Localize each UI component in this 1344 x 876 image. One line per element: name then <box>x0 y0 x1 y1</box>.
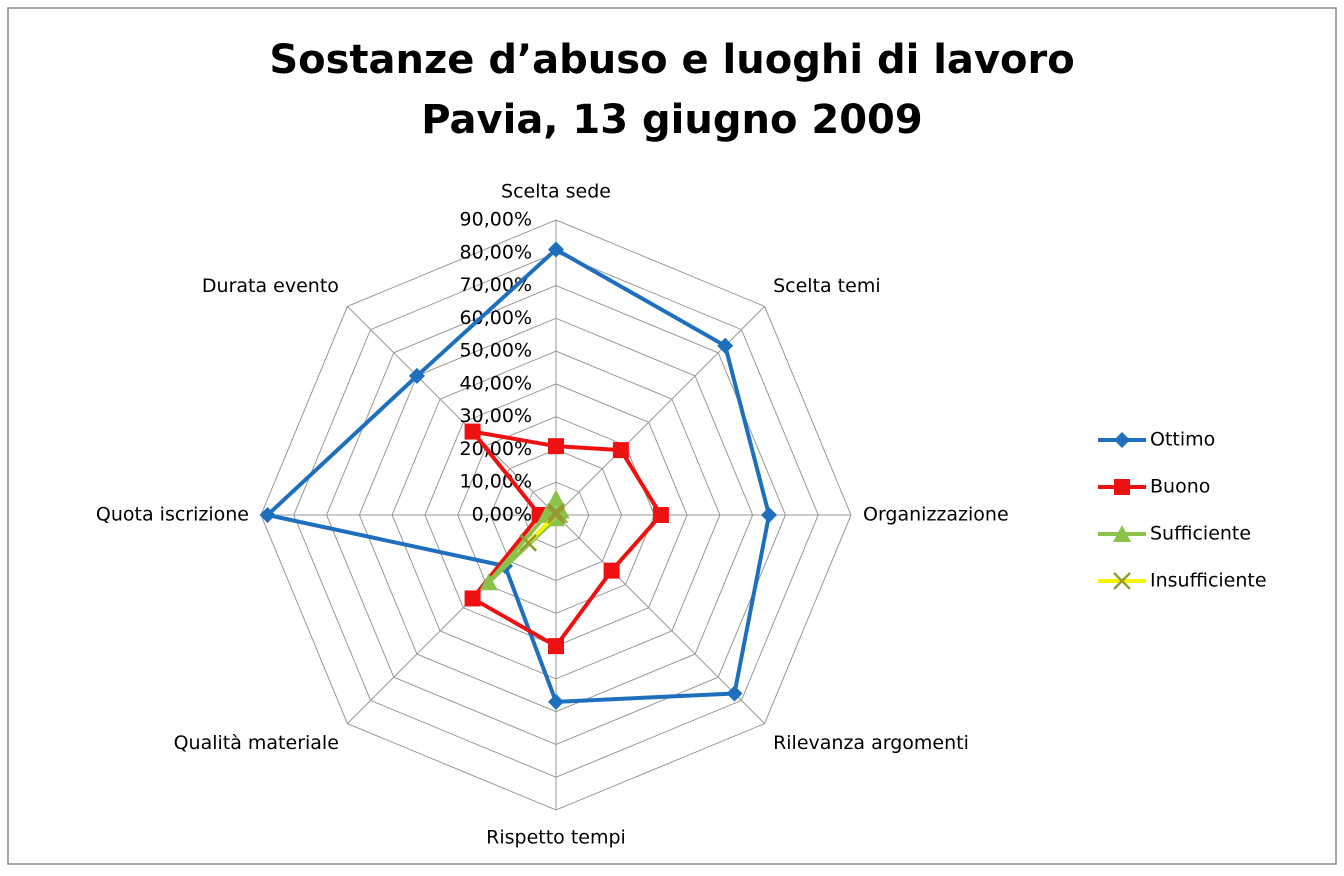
marker <box>479 573 498 591</box>
marker <box>548 638 564 655</box>
legend-label: Buono <box>1150 476 1210 498</box>
tick-label: 10,00% <box>460 471 532 493</box>
marker <box>547 502 565 521</box>
category-label: Rilevanza argomenti <box>773 732 969 754</box>
category-label: Scelta temi <box>773 275 881 297</box>
marker <box>519 533 538 552</box>
marker <box>761 507 778 523</box>
tick-label: 80,00% <box>460 241 532 263</box>
marker <box>548 693 564 710</box>
spoke <box>347 306 557 516</box>
marker <box>259 507 276 523</box>
chart-frame <box>7 7 1337 865</box>
tick-label: 90,00% <box>460 209 532 231</box>
marker <box>1114 432 1130 448</box>
category-label: Organizzazione <box>863 504 1009 526</box>
marker <box>717 337 734 354</box>
category-label: Scelta sede <box>501 181 611 203</box>
tick-label: 50,00% <box>460 340 532 362</box>
tick-label: 70,00% <box>460 274 532 296</box>
marker <box>603 562 620 579</box>
tick-label: 30,00% <box>460 405 532 427</box>
marker <box>464 590 481 607</box>
legend-label: Ottimo <box>1150 429 1215 451</box>
tick-label: 0,00% <box>472 504 532 526</box>
category-label: Rispetto tempi <box>486 827 626 849</box>
marker <box>1113 572 1131 590</box>
marker <box>408 367 425 384</box>
marker <box>1113 525 1131 542</box>
spoke <box>555 306 765 516</box>
marker <box>1114 479 1130 495</box>
category-label: Durata evento <box>202 275 339 297</box>
series <box>519 502 565 552</box>
chart-title: Sostanze d’abuso e luoghi di lavoro <box>269 37 1074 83</box>
marker <box>548 241 564 258</box>
marker <box>464 423 481 440</box>
legend-label: Sufficiente <box>1150 523 1251 545</box>
legend-label: Insufficiente <box>1150 570 1267 592</box>
tick-label: 40,00% <box>460 372 532 394</box>
marker <box>726 685 743 702</box>
spoke <box>555 514 765 724</box>
category-label: Qualità materiale <box>174 732 339 754</box>
chart-subtitle: Pavia, 13 giugno 2009 <box>421 97 922 143</box>
category-label: Quota iscrizione <box>96 504 249 526</box>
tick-label: 20,00% <box>460 438 532 460</box>
marker <box>548 438 564 455</box>
marker <box>547 506 565 524</box>
marker <box>652 507 669 523</box>
marker <box>612 442 629 459</box>
